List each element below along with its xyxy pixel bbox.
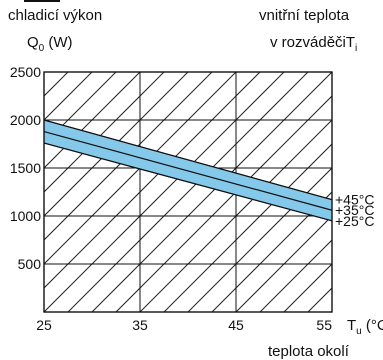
x-tick-label-4: 55	[316, 317, 332, 333]
x-tick-label-2: 35	[132, 317, 148, 333]
hatch-line	[91, 72, 332, 312]
hatch-line	[44, 72, 285, 312]
hatch-line	[44, 72, 141, 169]
right-title-subscript: i	[355, 43, 357, 54]
hatch-line	[235, 215, 332, 312]
hatch-line	[187, 167, 332, 312]
hatch-line	[44, 72, 45, 73]
right-title-line1: vnitřní teplota	[259, 7, 350, 24]
y-tick-label-3: 1500	[10, 160, 41, 176]
hatch-line	[44, 72, 213, 241]
series-label-2: +35°C	[335, 202, 374, 218]
hatch-line	[44, 72, 69, 97]
hatch-line	[67, 72, 309, 312]
plot-frame	[43, 71, 333, 313]
right-title-prefix: v rozváděči	[270, 34, 346, 51]
series-line-3	[43, 142, 333, 222]
series-line-1	[43, 119, 333, 201]
hatch-line	[44, 72, 165, 193]
hatch-line	[283, 263, 332, 312]
hatch-line	[44, 72, 237, 265]
grid-lines	[44, 72, 332, 312]
series-line-2	[43, 130, 333, 211]
hatch-line	[259, 239, 332, 312]
x-axis-subscript: u	[356, 326, 362, 337]
y-axis-title-line2: Q0 (W)	[27, 34, 73, 54]
y-tick-label-5: 500	[18, 256, 42, 272]
x-axis-unit-label: Tu (°C)	[347, 317, 383, 337]
y-axis-title-subscript: 0	[39, 43, 45, 54]
hatch-line	[44, 72, 93, 121]
hatched-background	[44, 72, 332, 312]
y-tick-label-4: 1000	[10, 208, 41, 224]
y-axis-title-unit: (W)	[48, 34, 72, 51]
y-tick-label-2: 2000	[10, 112, 41, 128]
y-axis-title-line1: chladicí výkon	[8, 7, 102, 24]
tick-labels: 2500 2000 1500 1000 500 25 35 45 55	[10, 64, 332, 333]
x-axis-symbol: T	[347, 317, 356, 334]
hatch-line	[44, 72, 189, 217]
series-label-3: +25°C	[335, 213, 374, 229]
y-axis-title-symbol: Q	[27, 34, 39, 51]
series-label-1: +45°C	[335, 192, 374, 208]
x-tick-label-3: 45	[228, 317, 244, 333]
hatch-line	[44, 72, 117, 145]
right-title-symbol: T	[346, 34, 355, 51]
x-axis-unit: (°C)	[366, 317, 383, 334]
series-lines: +45°C+35°C+25°C	[43, 119, 374, 229]
y-tick-label-1: 2500	[10, 64, 41, 80]
x-tick-label-1: 25	[36, 317, 52, 333]
hatch-line	[211, 191, 332, 312]
x-axis-bottom-label: teplota okolí	[268, 343, 350, 360]
right-title-line2: v rozváděčiTi	[270, 34, 357, 54]
